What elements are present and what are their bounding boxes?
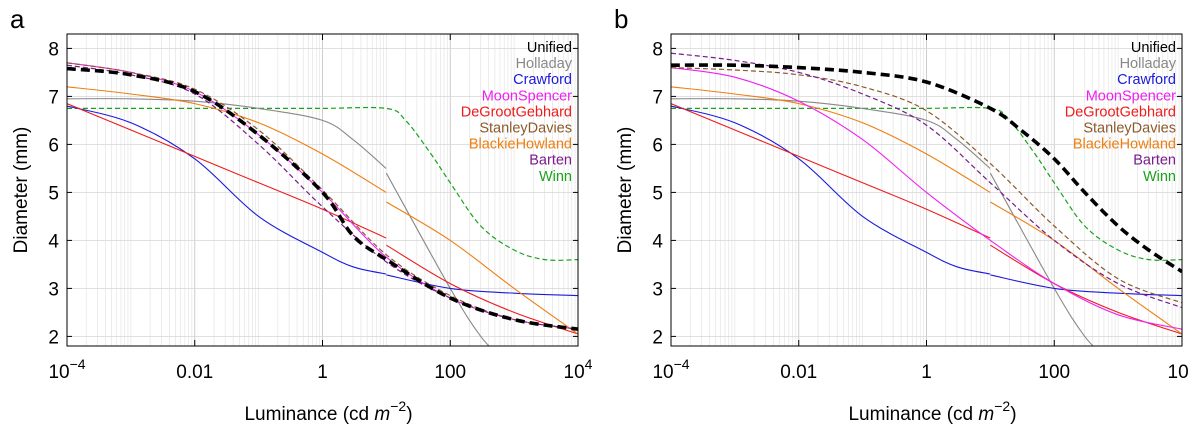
series-line-BlackieHowland xyxy=(67,86,387,193)
series-line-DeGrootGebhard xyxy=(671,103,991,239)
legend-entry-Crawford: Crawford xyxy=(513,72,572,88)
x-tick-label: 100 xyxy=(434,362,466,383)
y-tick-label: 6 xyxy=(652,135,663,156)
series-line-DeGrootGebhard xyxy=(990,244,1182,335)
legend-entry-BlackieHowland: BlackieHowland xyxy=(1073,137,1176,153)
legend-entry-BlackieHowland: BlackieHowland xyxy=(469,137,572,153)
legend-entry-StanleyDavies: StanleyDavies xyxy=(1083,121,1176,137)
x-tick-label: 104 xyxy=(564,356,593,383)
series-line-Holladay xyxy=(989,172,1094,346)
x-tick-label: 0.01 xyxy=(780,362,817,383)
y-tick-label: 3 xyxy=(652,279,663,300)
series-line-BlackieHowland xyxy=(386,201,578,335)
legend-entry-Winn: Winn xyxy=(1143,169,1176,185)
series-line-Winn xyxy=(671,106,1182,261)
y-tick-label: 5 xyxy=(652,183,663,204)
series-line-Unified xyxy=(67,66,578,331)
legend-entry-StanleyDavies: StanleyDavies xyxy=(479,121,572,137)
y-axis-label: Diameter (mm) xyxy=(615,127,636,254)
series-line-DeGrootGebhard xyxy=(386,244,578,335)
series-line-Crawford xyxy=(67,105,387,275)
x-tick-label: 1 xyxy=(921,362,932,383)
legend-entry-Unified: Unified xyxy=(527,40,572,56)
legend-entry-Barten: Barten xyxy=(1133,153,1176,169)
legend-entry-MoonSpencer: MoonSpencer xyxy=(1086,88,1176,104)
y-tick-label: 7 xyxy=(48,87,59,108)
x-axis-label: Luminance (cd m−2) xyxy=(848,398,1016,425)
series-group xyxy=(67,62,578,346)
legend-entry-Holladay: Holladay xyxy=(1120,56,1177,72)
y-tick-label: 2 xyxy=(652,327,663,348)
x-tick-label: 10−4 xyxy=(48,356,85,383)
panel-label: b xyxy=(614,4,628,34)
legend-entry-DeGrootGebhard: DeGrootGebhard xyxy=(1065,104,1176,120)
y-tick-label: 4 xyxy=(652,231,663,252)
series-line-MoonSpencer xyxy=(671,67,1182,330)
series-line-Holladay xyxy=(671,98,991,169)
x-tick-label: 100 xyxy=(1038,362,1070,383)
y-tick-label: 8 xyxy=(652,39,663,60)
legend-entry-Winn: Winn xyxy=(539,169,572,185)
y-tick-label: 6 xyxy=(48,135,59,156)
grid xyxy=(670,34,1182,346)
series-line-Unified xyxy=(671,63,1182,274)
legend-entry-Crawford: Crawford xyxy=(1117,72,1176,88)
panel-b: 2 3 4 5 6 7 8 10−4 0.01 1 100 104 Luminance (cd m−2)… xyxy=(614,4,1188,425)
series-line-BlackieHowland xyxy=(990,201,1182,335)
series-line-Crawford xyxy=(386,274,578,297)
panel-label: a xyxy=(10,4,25,34)
series-group xyxy=(671,52,1182,346)
legend: UnifiedHolladayCrawfordMoonSpencerDeGroo… xyxy=(461,40,573,185)
series-line-BlackieHowland xyxy=(671,86,991,193)
y-tick-label: 3 xyxy=(48,279,59,300)
x-axis-label: Luminance (cd m−2) xyxy=(244,398,412,425)
series-line-Holladay xyxy=(385,172,490,346)
legend: UnifiedHolladayCrawfordMoonSpencerDeGroo… xyxy=(1065,40,1177,185)
y-tick-label: 8 xyxy=(48,39,59,60)
series-line-DeGrootGebhard xyxy=(67,103,387,239)
legend-entry-Unified: Unified xyxy=(1131,40,1176,56)
series-line-Crawford xyxy=(990,274,1182,297)
y-tick-label: 5 xyxy=(48,183,59,204)
series-line-Winn xyxy=(67,106,578,261)
series-line-StanleyDavies xyxy=(671,67,1182,304)
series-line-Crawford xyxy=(671,105,991,275)
grid xyxy=(66,34,578,346)
panel-a: 2 3 4 5 6 7 8 10−4 0.01 1 100 104 Luminance (cd m−2)… xyxy=(10,4,593,425)
x-tick-label: 0.01 xyxy=(176,362,213,383)
legend-entry-DeGrootGebhard: DeGrootGebhard xyxy=(461,104,572,120)
series-line-Holladay xyxy=(67,98,387,169)
y-tick-label: 2 xyxy=(48,327,59,348)
series-line-Barten xyxy=(671,52,1182,309)
x-tick-label: 104 xyxy=(1168,356,1188,383)
y-tick-label: 7 xyxy=(652,87,663,108)
legend-entry-Holladay: Holladay xyxy=(516,56,573,72)
y-tick-label: 4 xyxy=(48,231,59,252)
legend-entry-MoonSpencer: MoonSpencer xyxy=(482,88,572,104)
x-tick-label: 10−4 xyxy=(652,356,689,383)
y-axis-label: Diameter (mm) xyxy=(11,127,32,254)
x-tick-label: 1 xyxy=(317,362,328,383)
legend-entry-Barten: Barten xyxy=(529,153,572,169)
